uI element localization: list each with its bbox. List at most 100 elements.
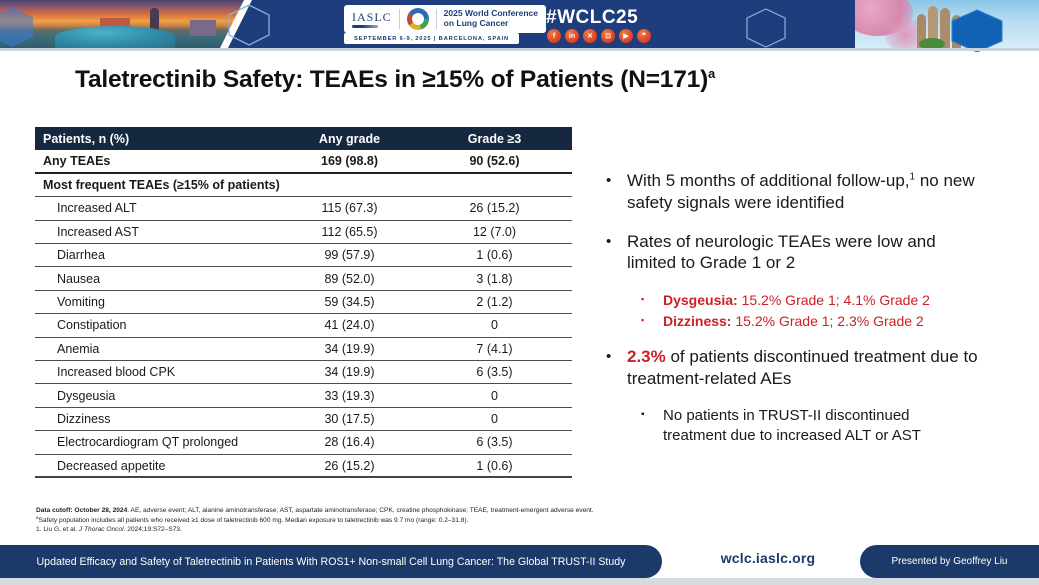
conference-website: wclc.iaslc.org xyxy=(720,550,816,566)
sagrada-familia-image xyxy=(855,0,1039,48)
row-any-grade-value: 34 (19.9) xyxy=(282,360,417,385)
table-row: Vomiting 59 (34.5) 2 (1.2) xyxy=(35,290,572,315)
row-any-grade-value: 89 (52.0) xyxy=(282,266,417,291)
row-grade-ge3-value: 26 (15.2) xyxy=(417,196,572,221)
table-row: Most frequent TEAEs (≥15% of patients) xyxy=(35,173,572,198)
row-grade-ge3-value: 3 (1.8) xyxy=(417,266,572,291)
conference-hashtag: #WCLC25 xyxy=(546,7,639,28)
table-header-row: Patients, n (%) Any grade Grade ≥3 xyxy=(35,127,572,150)
bullet-text: No patients in TRUST-II discontinued tre… xyxy=(663,407,921,444)
building-shape xyxy=(190,20,216,36)
table-row: Diarrhea 99 (57.9) 1 (0.6) xyxy=(35,243,572,268)
row-label: Any TEAEs xyxy=(35,150,282,175)
table-row: Decreased appetite 26 (15.2) 1 (0.6) xyxy=(35,454,572,479)
table-row: Increased ALT 115 (67.3) 26 (15.2) xyxy=(35,196,572,221)
row-grade-ge3-value: 2 (1.2) xyxy=(417,290,572,315)
teae-table: Patients, n (%) Any grade Grade ≥3 Any T… xyxy=(35,127,572,479)
row-label: Dizziness xyxy=(35,407,282,432)
table-row: Anemia 34 (19.9) 7 (4.1) xyxy=(35,337,572,362)
row-label: Dysgeusia xyxy=(35,383,282,408)
bullet-text: Dysgeusia: 15.2% Grade 1; 4.1% Grade 2 xyxy=(663,292,930,308)
column-header-any-grade: Any grade xyxy=(282,127,417,150)
row-grade-ge3-value: 90 (52.6) xyxy=(417,150,572,175)
conference-banner: IASLC 2025 World Conference on Lung Canc… xyxy=(0,0,1039,52)
row-grade-ge3-value: 1 (0.6) xyxy=(417,243,572,268)
bullet-item: • Rates of neurologic TEAEs were low and … xyxy=(601,231,993,275)
instagram-icon: ⊡ xyxy=(601,29,615,43)
iaslc-logo-underline xyxy=(352,24,378,28)
footnote-line: aSafety population includes all patients… xyxy=(36,515,469,525)
study-title-text: Updated Efficacy and Safety of Taletrect… xyxy=(36,555,626,568)
social-icons-row: f in ✕ ⊡ ▶ ❞ xyxy=(547,29,651,43)
table-row: Constipation 41 (24.0) 0 xyxy=(35,313,572,338)
sub-bullet-item: ▪ Dizziness: 15.2% Grade 1; 2.3% Grade 2 xyxy=(601,312,993,331)
bullet-marker: • xyxy=(606,232,612,250)
row-any-grade-value: 34 (19.9) xyxy=(282,337,417,362)
key-findings-bullets: • With 5 months of additional follow-up,1… xyxy=(601,170,993,447)
table-row: Dysgeusia 33 (19.3) 0 xyxy=(35,383,572,408)
bullet-marker: • xyxy=(606,347,612,365)
x-icon: ✕ xyxy=(583,29,597,43)
row-any-grade-value: 30 (17.5) xyxy=(282,407,417,432)
row-any-grade-value: 99 (57.9) xyxy=(282,243,417,268)
bullet-marker: ▪ xyxy=(641,314,645,325)
bullet-text: With 5 months of additional follow-up,1 … xyxy=(627,171,975,212)
title-footnote-marker: a xyxy=(708,66,716,81)
row-any-grade-value: 26 (15.2) xyxy=(282,454,417,479)
footnote-line: Data cutoff: October 28, 2024. AE, adver… xyxy=(36,507,594,514)
row-any-grade-value: 33 (19.3) xyxy=(282,383,417,408)
row-any-grade-value: 112 (65.5) xyxy=(282,220,417,245)
footnote-line: 1. Liu G, et al. J Thorac Oncol. 2024;19… xyxy=(36,526,182,534)
table-row: Any TEAEs 169 (98.8) 90 (52.6) xyxy=(35,150,572,175)
row-label: Increased ALT xyxy=(35,196,282,221)
column-header-patients: Patients, n (%) xyxy=(35,127,282,150)
table-row: Increased blood CPK 34 (19.9) 6 (3.5) xyxy=(35,360,572,385)
table-row: Nausea 89 (52.0) 3 (1.8) xyxy=(35,266,572,291)
tree-shape xyxy=(919,38,945,48)
facebook-icon: f xyxy=(547,29,561,43)
bullet-item: • With 5 months of additional follow-up,1… xyxy=(601,170,993,214)
hexagon-outline-decoration xyxy=(228,4,270,46)
hexagon-filled-decoration xyxy=(0,7,33,47)
hexagon-filled-decoration xyxy=(951,9,1003,52)
row-any-grade-value: 115 (67.3) xyxy=(282,196,417,221)
row-any-grade-value: 59 (34.5) xyxy=(282,290,417,315)
footnotes: Data cutoff: October 28, 2024. AE, adver… xyxy=(36,506,966,534)
row-grade-ge3-value: 0 xyxy=(417,383,572,408)
row-label: Anemia xyxy=(35,337,282,362)
iaslc-logo: IASLC xyxy=(352,11,392,28)
tower-shape xyxy=(150,8,159,34)
row-grade-ge3-value: 1 (0.6) xyxy=(417,454,572,479)
presenter-banner: Presented by Geoffrey Liu xyxy=(860,545,1039,578)
bullet-marker: ▪ xyxy=(641,294,645,304)
bullet-text: 2.3% of patients discontinued treatment … xyxy=(627,346,978,388)
table-row: Dizziness 30 (17.5) 0 xyxy=(35,407,572,432)
row-label: Nausea xyxy=(35,266,282,291)
row-grade-ge3-value: 0 xyxy=(417,313,572,338)
iaslc-logo-text: IASLC xyxy=(352,9,392,24)
table-row: Increased AST 112 (65.5) 12 (7.0) xyxy=(35,220,572,245)
wclc-emblem-icon xyxy=(406,8,429,30)
row-grade-ge3-value: 6 (3.5) xyxy=(417,360,572,385)
iaslc-logo-block: IASLC 2025 World Conference on Lung Canc… xyxy=(344,5,546,33)
bullet-text: Dizziness: 15.2% Grade 1; 2.3% Grade 2 xyxy=(663,312,924,329)
hexagon-outline-decoration xyxy=(746,8,786,48)
bullet-marker: ▪ xyxy=(641,409,645,421)
row-grade-ge3-value: 6 (3.5) xyxy=(417,430,572,455)
bullet-marker: • xyxy=(606,172,612,189)
barcelona-park-guell-image xyxy=(0,0,244,48)
row-label: Increased AST xyxy=(35,220,282,245)
sub-bullet-item: ▪ Dysgeusia: 15.2% Grade 1; 4.1% Grade 2 xyxy=(601,291,993,310)
row-any-grade-value: 28 (16.4) xyxy=(282,430,417,455)
study-title-banner: Updated Efficacy and Safety of Taletrect… xyxy=(0,545,662,578)
slide-title: Taletrectinib Safety: TEAEs in ≥15% of P… xyxy=(75,66,716,94)
row-label: Increased blood CPK xyxy=(35,360,282,385)
banner-divider xyxy=(0,48,1039,51)
row-any-grade-value: 169 (98.8) xyxy=(282,150,417,175)
bottom-strip xyxy=(0,578,1039,585)
row-label: Diarrhea xyxy=(35,243,282,268)
youtube-icon: ▶ xyxy=(619,29,633,43)
row-label: Constipation xyxy=(35,313,282,338)
sub-bullet-item: ▪ No patients in TRUST-II discontinued tr… xyxy=(601,406,993,445)
row-grade-ge3-value: 0 xyxy=(417,407,572,432)
